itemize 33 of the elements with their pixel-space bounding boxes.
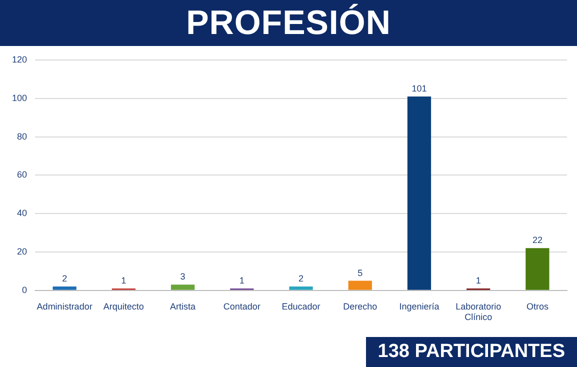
x-tick-label: Ingeniería [399,301,440,312]
chart-title: PROFESIÓN [0,0,577,46]
data-label: 22 [532,235,542,246]
bar [52,286,76,290]
data-label: 3 [180,272,186,282]
x-tick-label: Laboratorio Clínico [456,301,502,322]
y-tick-label: 60 [17,170,28,180]
y-tick-label: 120 [12,54,28,64]
x-tick-label: Contador [223,301,260,312]
x-tick-label: Derecho [343,301,378,312]
data-label: 2 [298,274,304,284]
x-tick-label: Educador [282,301,320,312]
data-label: 2 [62,274,68,284]
data-label: 1 [239,275,244,286]
y-tick-label: 80 [17,131,28,142]
x-tick-label: Administrador [36,301,92,312]
y-tick-label: 0 [22,284,28,295]
data-label: 101 [412,83,427,94]
x-tick-label: Arquitecto [103,301,144,312]
y-tick-label: 40 [17,208,28,218]
x-tick-label: Artista [170,301,196,312]
data-label: 1 [121,275,126,286]
y-tick-label: 100 [12,92,28,103]
text: 138 PARTICIPANTES [366,337,577,367]
data-label: 5 [358,268,363,278]
y-tick-label: 20 [17,246,28,256]
bar [170,284,195,290]
data-label: 1 [476,275,481,286]
bar [289,286,313,290]
x-tick-label: Otros [526,301,549,312]
bar [348,280,372,290]
bar [407,96,432,290]
bar [526,248,550,290]
